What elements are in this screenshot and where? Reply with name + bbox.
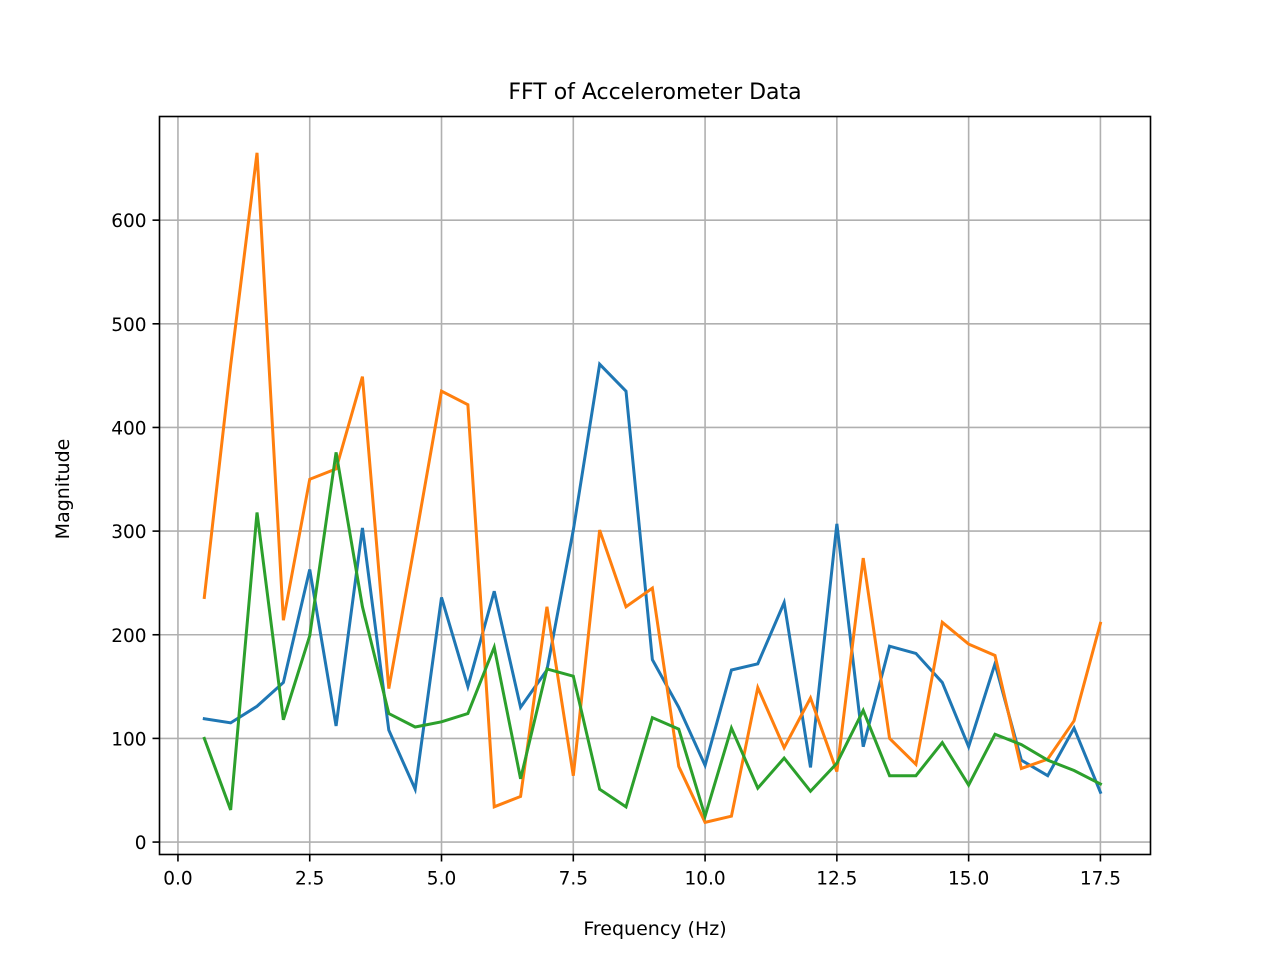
series-line-3 — [202, 452, 1103, 822]
y-axis-ticks: 0 100 200 300 400 500 600 — [111, 211, 160, 854]
y-tick-label: 600 — [111, 211, 146, 232]
x-axis-ticks: 0.0 2.5 5.0 7.5 10.0 12.5 15.0 17.5 — [163, 854, 1121, 890]
y-axis-label: Magnitude — [52, 439, 74, 540]
x-tick-label: 15.0 — [948, 869, 989, 890]
x-tick-label: 5.0 — [427, 869, 456, 890]
y-tick-label: 200 — [111, 626, 146, 647]
y-tick-label: 0 — [135, 833, 147, 854]
x-tick-label: 2.5 — [295, 869, 324, 890]
x-tick-label: 0.0 — [163, 869, 192, 890]
y-tick-label: 100 — [111, 729, 146, 750]
x-tick-label: 7.5 — [559, 869, 588, 890]
y-tick-label: 500 — [111, 315, 146, 336]
x-tick-label: 10.0 — [684, 869, 725, 890]
y-tick-label: 400 — [111, 418, 146, 439]
y-tick-label: 300 — [111, 522, 146, 543]
plot-area: 0.0 2.5 5.0 7.5 10.0 12.5 15.0 17.5 0 100 200 300 4… — [111, 115, 1152, 890]
x-axis-label: Frequency (Hz) — [583, 918, 726, 940]
x-tick-label: 12.5 — [816, 869, 857, 890]
chart-title: FFT of Accelerometer Data — [508, 80, 801, 105]
x-tick-label: 17.5 — [1080, 869, 1121, 890]
series-line-1 — [202, 361, 1103, 795]
series-lines — [202, 152, 1103, 825]
plot-frame — [158, 115, 1152, 856]
series-line-2 — [202, 152, 1103, 825]
